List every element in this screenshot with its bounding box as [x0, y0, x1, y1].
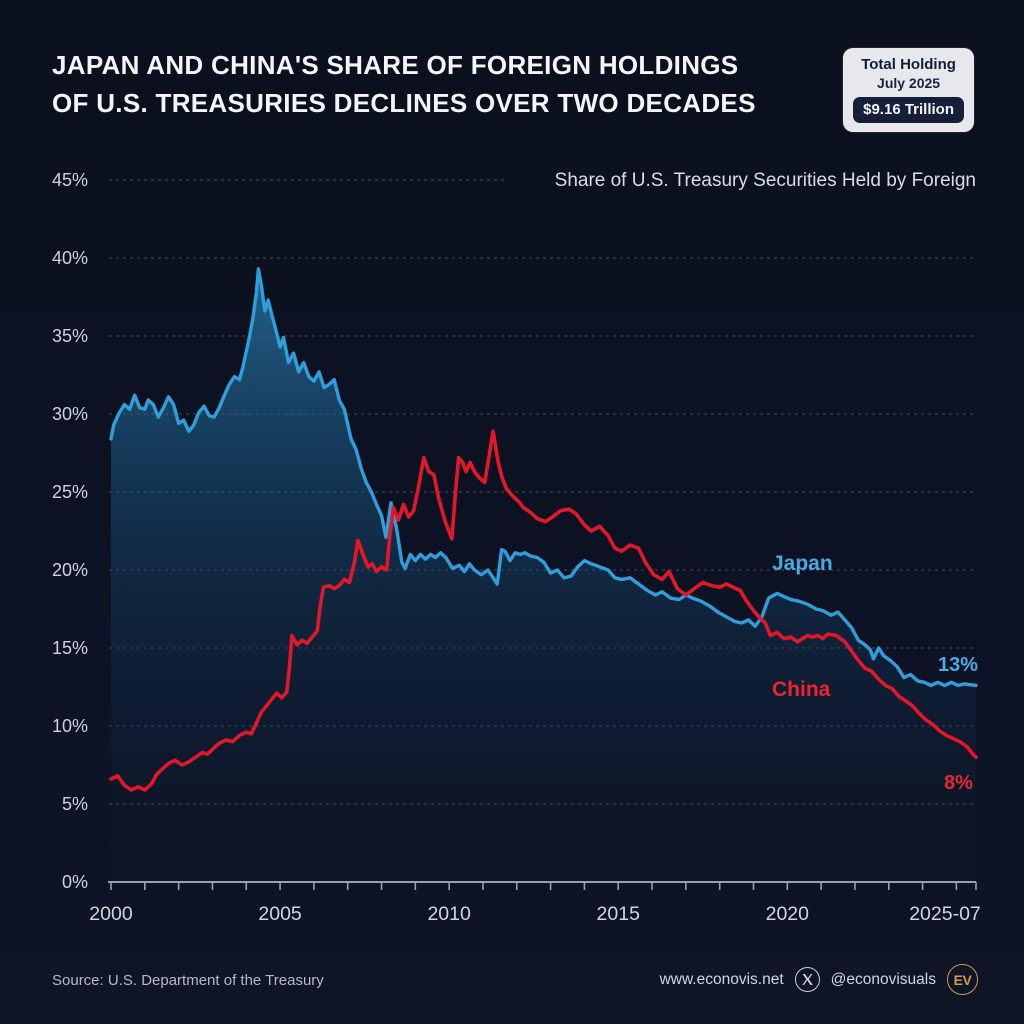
chart-subtitle: Share of U.S. Treasury Securities Held b… — [554, 170, 976, 191]
chart-title-line2: OF U.S. TREASURIES DECLINES OVER TWO DEC… — [52, 88, 756, 118]
econovis-logo: EV — [947, 964, 978, 995]
y-tick-label-5: 5% — [62, 794, 88, 814]
y-tick-label-20: 20% — [52, 560, 88, 580]
badge-label: Total Holding — [861, 56, 956, 73]
source-note: Source: U.S. Department of the Treasury — [52, 972, 324, 989]
footer-branding: www.econovis.net @econovisuals EV — [660, 964, 978, 995]
social-handle: @econovisuals — [830, 970, 936, 988]
chart-title-line1: JAPAN AND CHINA'S SHARE OF FOREIGN HOLDI… — [52, 50, 739, 80]
website-url: www.econovis.net — [659, 970, 784, 988]
y-tick-label-30: 30% — [52, 404, 88, 424]
y-tick-label-25: 25% — [52, 482, 88, 502]
x-tick-label-2005: 2005 — [258, 903, 302, 925]
badge-date: July 2025 — [877, 75, 941, 91]
x-axis-labels: 2000 2005 2010 2015 2020 2025-07 — [89, 903, 980, 925]
chart-title: JAPAN AND CHINA'S SHARE OF FOREIGN HOLDI… — [52, 46, 756, 122]
x-tick-label-2000: 2000 — [89, 903, 133, 925]
japan-line — [109, 267, 978, 688]
y-tick-label-40: 40% — [52, 248, 88, 268]
japan-series-label: Japan — [772, 552, 833, 575]
total-holding-badge: Total Holding July 2025 $9.16 Trillion — [843, 48, 974, 132]
y-tick-label-0: 0% — [62, 872, 88, 892]
x-twitter-icon — [794, 967, 820, 992]
china-series-label: China — [772, 678, 831, 701]
china-end-value: 8% — [944, 772, 973, 794]
y-tick-label-15: 15% — [52, 638, 88, 658]
y-tick-label-45: 45% — [52, 170, 88, 190]
y-tick-label-10: 10% — [52, 716, 88, 736]
y-axis-labels: 0% 5% 10% 15% 20% 25% 30% 35% 40% 45% — [52, 170, 88, 892]
x-tick-label-2020: 2020 — [766, 903, 810, 925]
japan-end-value: 13% — [938, 654, 979, 676]
x-axis — [108, 881, 977, 890]
x-tick-label-2010: 2010 — [427, 903, 471, 925]
y-tick-label-35: 35% — [52, 326, 88, 346]
x-tick-label-2015: 2015 — [597, 903, 641, 925]
x-tick-label-2025-07: 2025-07 — [909, 903, 981, 925]
china-line — [109, 429, 978, 792]
japan-area-fill — [111, 268, 976, 882]
badge-value: $9.16 Trillion — [853, 97, 964, 123]
